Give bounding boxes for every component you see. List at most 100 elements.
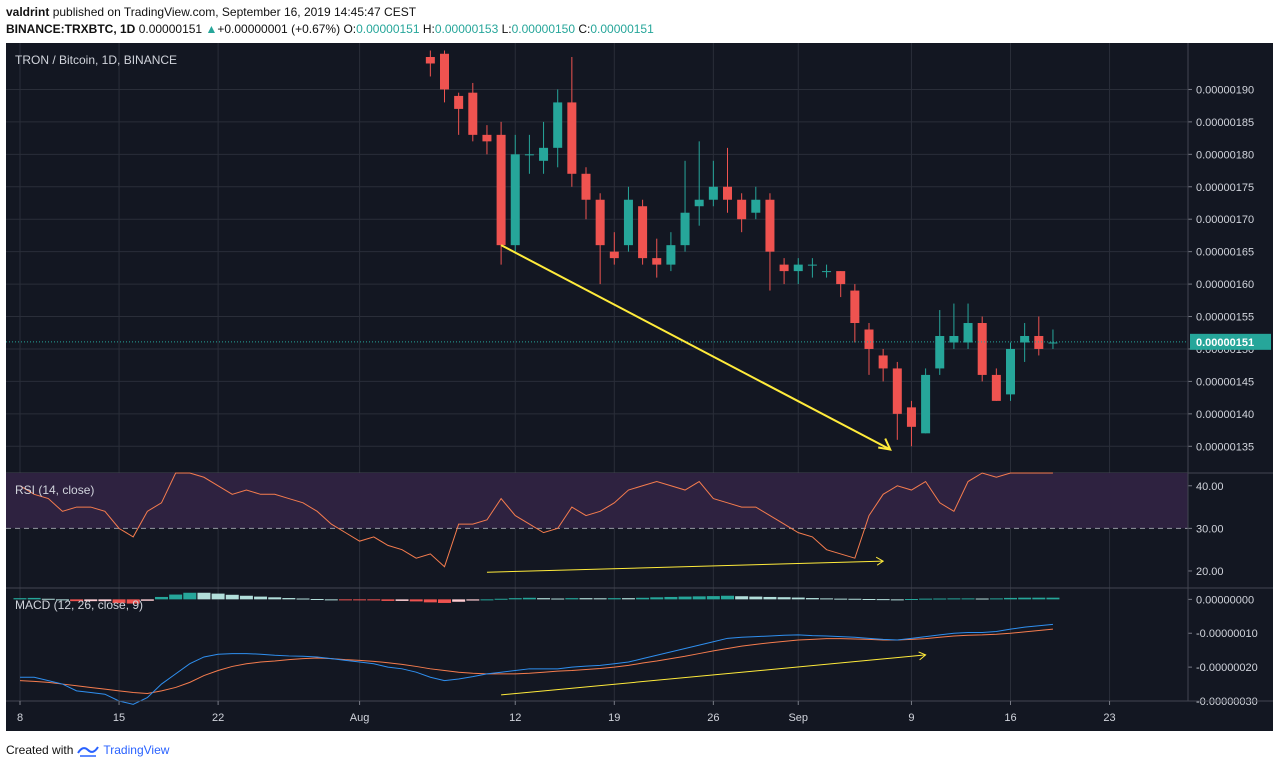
macd-axis-label: -0.00000030 <box>1196 696 1258 708</box>
macd-histogram-bar <box>664 596 678 600</box>
publish-info: valdrint published on TradingView.com, S… <box>6 5 416 19</box>
macd-histogram-bar <box>508 598 522 600</box>
macd-histogram-bar <box>197 592 211 600</box>
macd-histogram-bar <box>919 598 933 600</box>
time-axis-label: 19 <box>608 712 620 724</box>
macd-histogram-bar <box>636 597 650 600</box>
macd-histogram-bar <box>381 599 395 601</box>
candle-body <box>921 374 931 434</box>
high-label: H: <box>422 22 435 36</box>
candle-body <box>1034 335 1044 349</box>
open-value: 0.00000151 <box>356 22 420 36</box>
candle-body <box>723 186 732 200</box>
time-axis-label: 8 <box>17 712 23 724</box>
candle-body <box>454 95 464 109</box>
macd-signal-line <box>19 628 1053 695</box>
price-axis-label: 0.00000135 <box>1196 441 1254 453</box>
chart-svg[interactable]: 0.000001350.000001400.000001450.00000150… <box>6 43 1273 731</box>
macd-histogram-bar <box>706 596 720 600</box>
candle-body <box>1006 348 1015 395</box>
high-value: 0.00000153 <box>434 22 499 36</box>
candle-body <box>878 355 888 369</box>
time-axis-label: Sep <box>788 712 808 724</box>
macd-histogram-bar <box>777 597 791 600</box>
macd-histogram-bar <box>494 598 508 600</box>
candle-body <box>666 245 676 265</box>
time-axis-label: Aug <box>350 712 370 724</box>
open-label: O: <box>343 22 357 36</box>
created-with-text: Created with <box>6 743 74 757</box>
candle-body <box>949 335 959 343</box>
macd-histogram-bar <box>268 597 282 600</box>
candle-body <box>425 57 435 64</box>
chart-area[interactable]: 0.00000135 0.00000140 0.00000145 0.00000150… <box>6 43 1273 731</box>
macd-axis-label: 0.00000000 <box>1196 594 1254 606</box>
macd-histogram-bar <box>989 598 1003 600</box>
macd-histogram-bar <box>1046 597 1060 600</box>
last-price-label-bg <box>1190 333 1271 350</box>
macd-histogram-bar <box>1004 597 1017 600</box>
candle-body <box>1048 342 1058 344</box>
candle-body <box>765 199 775 252</box>
tradingview-brand[interactable]: TradingView <box>103 743 170 757</box>
rsi-trend-arrowhead <box>875 556 885 566</box>
macd-histogram-bar <box>70 599 84 602</box>
price-axis-label: 0.00000155 <box>1196 312 1254 324</box>
macd-histogram-bar <box>763 596 777 600</box>
macd-histogram-bar <box>791 597 805 600</box>
price-axis-label: 0.00000170 <box>1196 214 1254 226</box>
candle-body <box>581 173 591 200</box>
macd-histogram-bar <box>395 599 409 601</box>
macd-histogram-bar <box>282 598 296 600</box>
candle-body <box>864 329 874 349</box>
macd-histogram-bar <box>55 599 69 601</box>
macd-histogram-bar <box>721 595 734 600</box>
macd-histogram-bar <box>650 597 664 600</box>
macd-histogram-bar <box>890 599 904 601</box>
candle-body <box>652 258 662 265</box>
candle-body <box>850 290 860 324</box>
macd-histogram-bar <box>678 596 692 600</box>
candle-body <box>468 92 478 135</box>
macd-histogram-bar <box>423 599 437 603</box>
candle-body <box>751 199 761 213</box>
macd-histogram-bar <box>961 598 975 600</box>
macd-histogram-bar <box>749 596 763 600</box>
macd-title: MACD (12, 26, close, 9) <box>15 598 143 612</box>
price-change: +0.00000001 (+0.67%) <box>217 22 341 36</box>
macd-axis-label: -0.00000010 <box>1196 628 1258 640</box>
candle-body <box>906 407 916 427</box>
author-name[interactable]: valdrint <box>6 5 50 19</box>
rsi-line <box>19 472 1053 568</box>
rsi-axis-label: 20.00 <box>1196 566 1224 578</box>
candle-body <box>567 102 577 174</box>
footer: Created with TradingView <box>6 743 169 757</box>
macd-histogram-bar <box>522 597 536 600</box>
macd-histogram-bar <box>211 593 225 600</box>
macd-histogram-bar <box>480 599 494 601</box>
macd-histogram-bar <box>621 598 635 600</box>
candle-body <box>553 102 563 148</box>
tradingview-logo-icon <box>77 746 100 757</box>
macd-histogram-bar <box>310 598 324 600</box>
macd-histogram-bar <box>579 598 593 600</box>
rsi-title: RSI (14, close) <box>15 483 94 497</box>
macd-histogram-bar <box>904 598 918 600</box>
macd-histogram-bar <box>537 598 551 600</box>
last-price: 0.00000151 <box>138 22 203 36</box>
macd-histogram-bar <box>41 598 55 600</box>
macd-histogram-bar <box>126 599 140 604</box>
macd-line <box>20 623 1053 705</box>
price-axis-label: 0.00000190 <box>1196 84 1254 96</box>
candle-body <box>496 134 506 246</box>
candle-body <box>1020 335 1030 343</box>
macd-histogram-bar <box>98 599 112 602</box>
macd-histogram-bar <box>296 598 310 600</box>
time-axis-label: 9 <box>908 712 914 724</box>
macd-histogram-bar <box>84 599 98 602</box>
macd-histogram-bar <box>834 598 848 600</box>
candle-body <box>737 199 747 220</box>
macd-histogram-bar <box>466 599 480 601</box>
macd-histogram-bar <box>862 598 876 600</box>
macd-histogram-bar <box>254 596 268 600</box>
